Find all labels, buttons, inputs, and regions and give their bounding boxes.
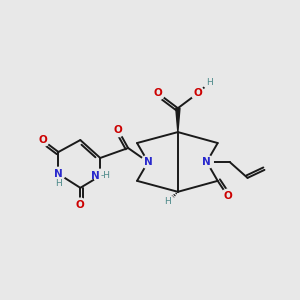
Text: O: O: [76, 200, 85, 210]
Text: O: O: [223, 191, 232, 201]
Text: O: O: [194, 88, 202, 98]
Text: O: O: [38, 135, 47, 145]
Circle shape: [36, 134, 49, 147]
Circle shape: [141, 155, 154, 169]
Text: O: O: [154, 88, 162, 98]
Text: H: H: [55, 179, 62, 188]
Text: H: H: [164, 197, 171, 206]
Circle shape: [112, 124, 125, 137]
Circle shape: [200, 155, 213, 169]
Circle shape: [191, 87, 204, 100]
Circle shape: [221, 189, 234, 203]
Circle shape: [52, 167, 65, 181]
Polygon shape: [176, 108, 180, 132]
Text: N: N: [54, 169, 63, 179]
Circle shape: [203, 76, 216, 89]
Text: N: N: [144, 157, 152, 167]
Circle shape: [161, 195, 175, 208]
Text: N: N: [92, 171, 100, 181]
Text: -H: -H: [101, 171, 111, 180]
Circle shape: [152, 87, 164, 100]
Circle shape: [74, 198, 87, 211]
Text: O: O: [114, 125, 122, 135]
Text: N: N: [202, 157, 211, 167]
Circle shape: [94, 169, 107, 182]
Text: H: H: [206, 78, 213, 87]
